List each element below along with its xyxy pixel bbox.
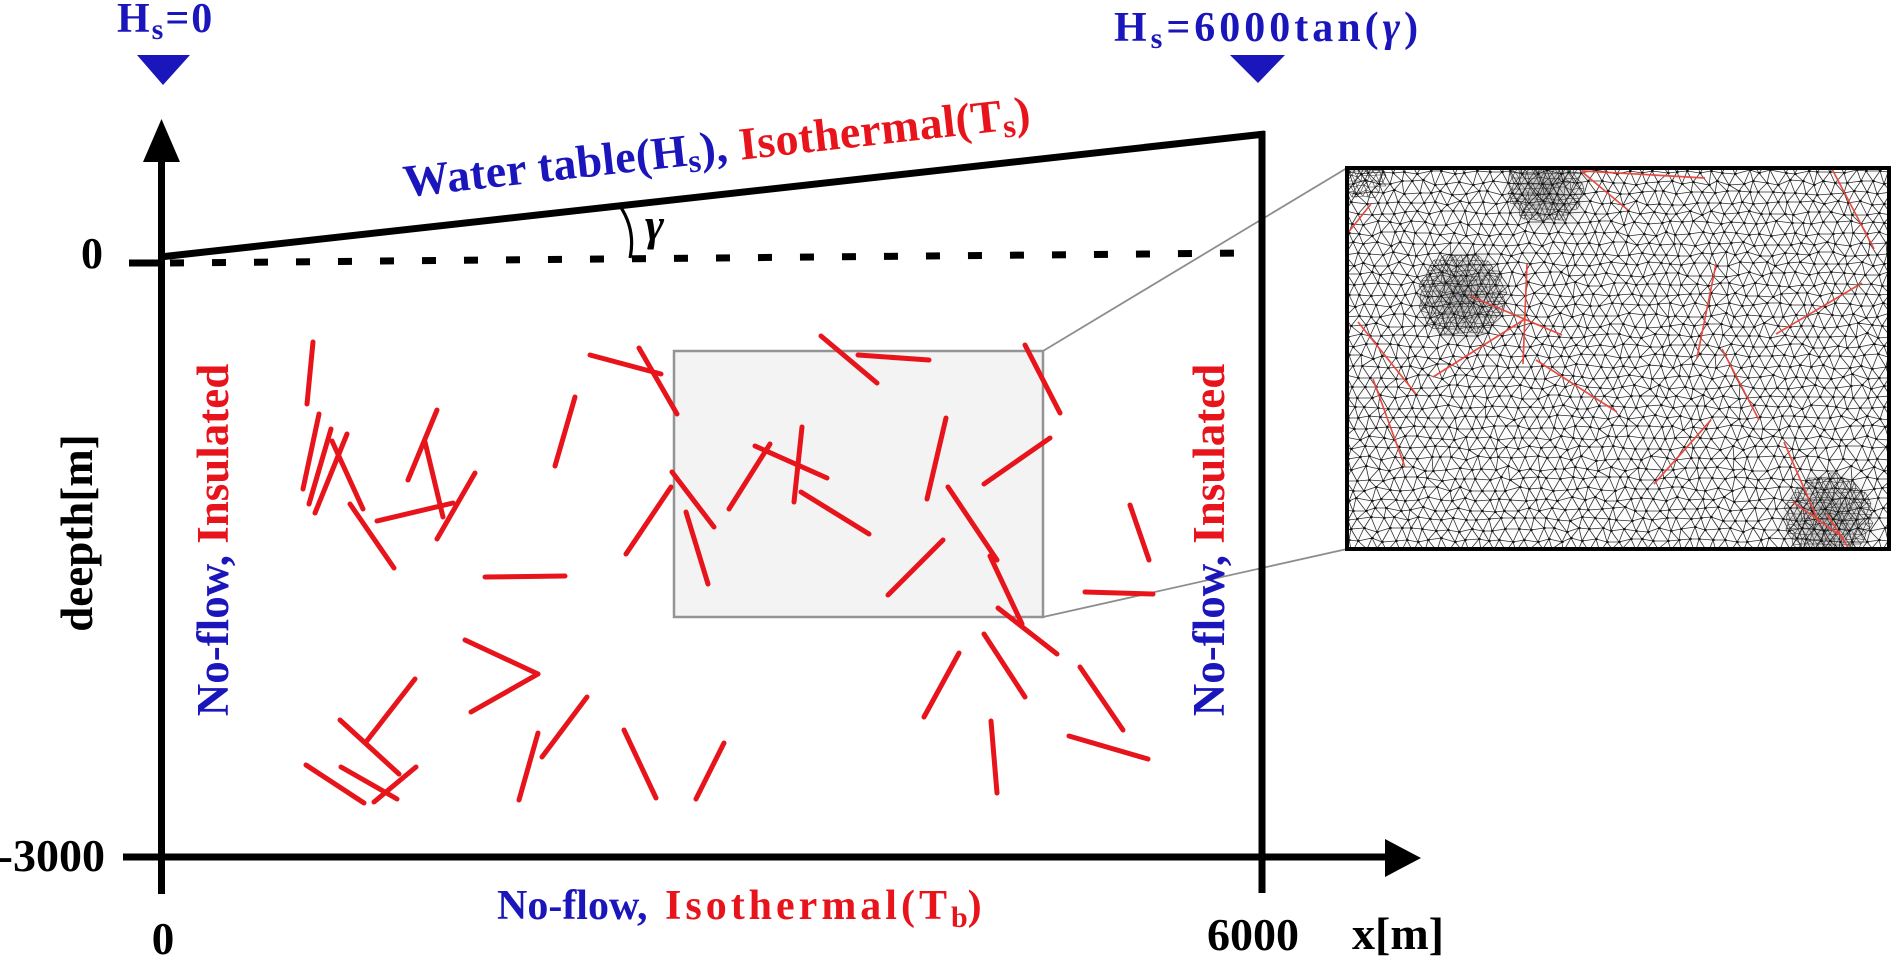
svg-text:Hs=6000tan(γ): Hs=6000tan(γ) (1114, 5, 1422, 55)
svg-text:No-flow, Insulated: No-flow, Insulated (188, 364, 238, 717)
svg-text:Hs=0: Hs=0 (117, 0, 214, 46)
svg-text:-3000: -3000 (0, 830, 105, 881)
svg-text:γ: γ (645, 199, 665, 250)
svg-text:0: 0 (81, 229, 103, 278)
svg-text:deepth[m]: deepth[m] (52, 434, 102, 631)
svg-text:No-flow, Isothermal(Tb): No-flow, Isothermal(Tb) (497, 883, 982, 934)
svg-text:x[m]: x[m] (1352, 908, 1444, 957)
svg-text:0: 0 (152, 914, 175, 957)
svg-text:No-flow, Insulated: No-flow, Insulated (1184, 364, 1234, 717)
svg-text:6000: 6000 (1207, 909, 1299, 957)
